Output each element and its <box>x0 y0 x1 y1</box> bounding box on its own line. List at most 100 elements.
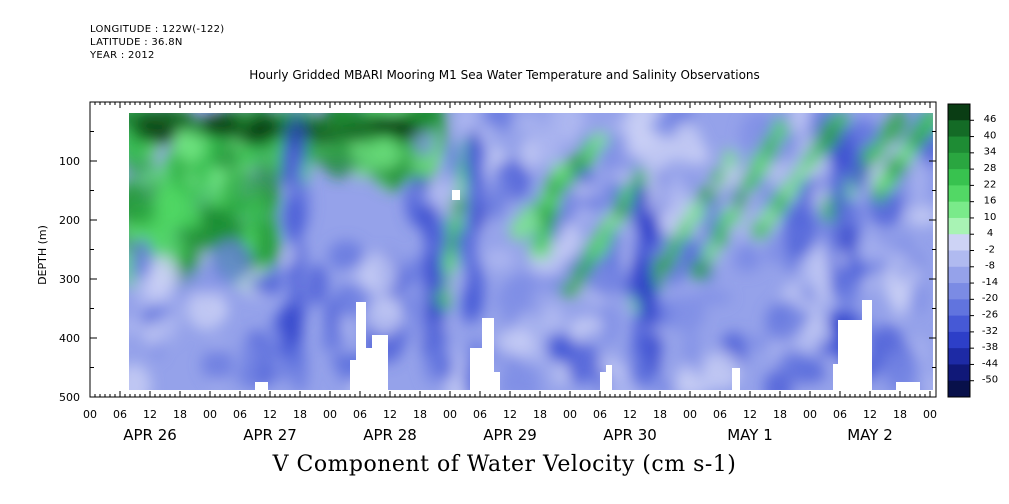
colorbar-label: 22 <box>984 179 997 190</box>
x-hour-label: 18 <box>773 408 787 421</box>
chart-title: Hourly Gridded MBARI Mooring M1 Sea Wate… <box>249 68 760 82</box>
missing-data-region <box>470 318 500 390</box>
latitude-label: LATITUDE : 36.8N <box>90 37 183 48</box>
x-hour-label: 12 <box>383 408 397 421</box>
heatmap-cell <box>919 113 933 133</box>
colorbar-segment <box>948 104 970 121</box>
colorbar-label: -14 <box>982 277 998 288</box>
heatmap-cell <box>448 197 469 215</box>
heatmap-cell <box>291 343 308 390</box>
heatmap-cell <box>457 124 499 139</box>
heatmap-cell <box>365 296 403 336</box>
heatmap-cell <box>286 144 301 191</box>
colorbar-segment <box>948 169 970 186</box>
y-tick-label: 500 <box>59 391 80 404</box>
x-hour-label: 06 <box>353 408 367 421</box>
heatmap-cell <box>481 247 515 271</box>
y-tick-label: 400 <box>59 332 80 345</box>
heatmap-cell <box>783 204 817 258</box>
heatmap-cell <box>836 222 857 256</box>
heatmap-cell <box>636 353 649 389</box>
heatmap-cell <box>530 128 561 166</box>
heatmap-cell <box>659 113 695 123</box>
heatmap-cell <box>425 249 441 295</box>
colorbar-label: -44 <box>982 358 998 369</box>
heatmap-cell <box>906 206 933 227</box>
missing-data-region <box>833 300 872 390</box>
x-hour-label: 00 <box>443 408 457 421</box>
colorbar-segment <box>948 120 970 138</box>
colorbar-label: 4 <box>987 228 993 239</box>
colorbar-segment <box>948 348 970 365</box>
heatmap-cell <box>330 113 360 125</box>
heatmap-cell <box>815 253 831 308</box>
heatmap-cell <box>789 113 811 136</box>
colorbar-label: 10 <box>984 212 997 223</box>
heatmap-cell <box>138 123 171 136</box>
heatmap-cell <box>692 145 710 166</box>
colorbar-segment <box>948 331 970 349</box>
heatmap-cell <box>677 217 693 243</box>
x-hour-label: 12 <box>863 408 877 421</box>
missing-data-region <box>732 368 740 390</box>
heatmap-cell <box>688 259 712 281</box>
x-hour-label: 00 <box>803 408 817 421</box>
x-hour-label: 00 <box>83 408 97 421</box>
heatmap-cell <box>839 259 856 309</box>
heatmap-cell <box>760 135 780 160</box>
missing-data-region <box>350 302 388 390</box>
heatmap-cell <box>201 348 234 381</box>
heatmap-cell <box>281 304 303 345</box>
x-hour-label: 18 <box>893 408 907 421</box>
heatmap-cell <box>646 334 661 377</box>
x-hour-label: 06 <box>833 408 847 421</box>
x-hour-label: 18 <box>653 408 667 421</box>
heatmap-cell <box>551 161 569 179</box>
x-hour-label: 18 <box>173 408 187 421</box>
colorbar-segment <box>948 266 970 284</box>
colorbar-segment <box>948 234 970 251</box>
heatmap-cell <box>559 222 581 260</box>
heatmap-cell <box>638 276 657 326</box>
heatmap-cell <box>685 326 698 373</box>
heatmap-cell <box>829 113 851 129</box>
x-day-label: APR 26 <box>123 426 177 444</box>
heatmap-cell <box>311 122 348 134</box>
heatmap-cell <box>246 115 278 140</box>
heatmap-cell <box>841 130 858 177</box>
heatmap-cell <box>650 254 675 276</box>
heatmap-cell <box>732 248 763 273</box>
heatmap-cell <box>516 116 542 132</box>
heatmap-cell <box>892 113 908 133</box>
colorbar-label: 16 <box>984 196 997 207</box>
heatmap-cell <box>696 186 719 204</box>
missing-data-region <box>896 382 920 390</box>
y-axis-label: DEPTH (m) <box>36 225 49 285</box>
heatmap-cell <box>711 222 729 248</box>
heatmap-cell <box>780 179 800 199</box>
colorbar-label: 28 <box>984 163 997 174</box>
heatmap-cell <box>130 237 153 281</box>
heatmap-cell <box>210 239 253 283</box>
missing-data-region <box>452 190 460 200</box>
x-hour-label: 00 <box>683 408 697 421</box>
y-tick-label: 100 <box>59 155 80 168</box>
heatmap-cell <box>718 208 742 227</box>
colorbar-segment <box>948 152 970 170</box>
heatmap-cell <box>186 289 227 331</box>
longitude-label: LONGITUDE : 122W(-122) <box>90 24 225 35</box>
year-label: YEAR : 2012 <box>90 50 155 61</box>
x-hour-label: 12 <box>743 408 757 421</box>
heatmap-cell <box>548 113 586 142</box>
heatmap-cell <box>910 280 926 314</box>
heatmap-cell <box>491 165 508 220</box>
heatmap-cell <box>851 235 892 262</box>
x-day-label: APR 27 <box>243 426 297 444</box>
heatmap-cell <box>771 118 789 142</box>
missing-data-region <box>600 365 612 390</box>
x-hour-label: 12 <box>623 408 637 421</box>
heatmap-cell <box>286 260 303 293</box>
heatmap-cell <box>831 188 849 224</box>
heatmap-cell <box>173 115 196 129</box>
colorbar-segment <box>948 299 970 317</box>
